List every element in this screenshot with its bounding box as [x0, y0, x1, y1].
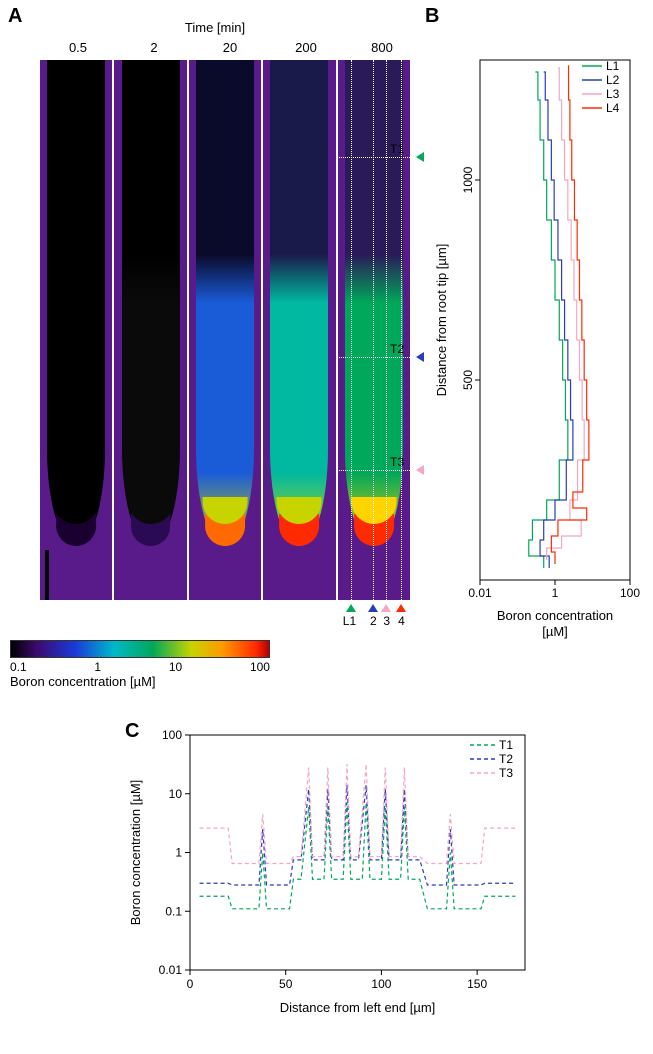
T-guide-line	[336, 357, 416, 358]
root-heatmap-strip	[40, 60, 410, 600]
colorbar-tick: 0.1	[10, 660, 27, 674]
time-axis-label: Time [min]	[10, 20, 420, 35]
svg-text:1: 1	[175, 846, 182, 860]
svg-text:L2: L2	[606, 73, 620, 87]
panel-A: Time [min] 0.5 2 20 200 800 T1T2T3 L1234…	[10, 10, 420, 670]
svg-text:T1: T1	[499, 738, 513, 752]
time-tick: 2	[116, 40, 192, 55]
svg-text:0.1: 0.1	[165, 904, 182, 918]
svg-text:10: 10	[169, 787, 183, 801]
colorbar-tick: 10	[169, 660, 182, 674]
panel-B: 0.01 1 100 500 1000 Boron concentration[µM] Di…	[430, 10, 640, 670]
colorbar: 0.1 1 10 100 Boron concentration [µM]	[10, 640, 270, 689]
time-tick: 0.5	[40, 40, 116, 55]
time-tick: 20	[192, 40, 268, 55]
root-column	[114, 60, 186, 600]
L-guide-line	[351, 60, 352, 600]
svg-text:[µM]: [µM]	[542, 624, 568, 639]
svg-text:T3: T3	[499, 766, 513, 780]
root-column	[40, 60, 112, 600]
svg-text:100: 100	[162, 728, 182, 742]
T-guide-line	[336, 470, 416, 471]
root-column	[263, 60, 335, 600]
chart-C: 0 50 100 150 0.01 0.1 1 10 100 Distance from left…	[120, 720, 540, 1020]
time-tick: 200	[268, 40, 344, 55]
svg-text:50: 50	[279, 977, 293, 991]
L-guide-line	[401, 60, 402, 600]
time-tick: 800	[344, 40, 420, 55]
svg-text:150: 150	[467, 977, 487, 991]
L-marker-label: 3	[383, 614, 390, 628]
L-marker-triangle	[346, 604, 356, 612]
colorbar-tick: 100	[250, 660, 270, 674]
L-guide-line	[373, 60, 374, 600]
T-marker-triangle	[416, 152, 424, 162]
T-marker-triangle	[416, 352, 424, 362]
svg-text:0.01: 0.01	[468, 586, 492, 600]
svg-text:Distance from root tip [µm]: Distance from root tip [µm]	[434, 244, 449, 397]
colorbar-tick: 1	[94, 660, 101, 674]
svg-text:0.01: 0.01	[159, 963, 183, 977]
svg-text:Boron concentration [µM]: Boron concentration [µM]	[128, 780, 143, 926]
svg-text:Boron concentration: Boron concentration	[497, 608, 613, 623]
panel-C: 0 50 100 150 0.01 0.1 1 10 100 Distance from left…	[120, 720, 540, 1020]
svg-text:0: 0	[187, 977, 194, 991]
svg-text:Distance from left end [µm]: Distance from left end [µm]	[280, 1000, 436, 1015]
svg-text:1000: 1000	[461, 166, 475, 193]
scale-bar	[45, 550, 49, 600]
T-marker-triangle	[416, 465, 424, 475]
svg-text:T2: T2	[499, 752, 513, 766]
svg-text:1: 1	[552, 586, 559, 600]
L-marker-triangle	[368, 604, 378, 612]
L-marker-label: 4	[398, 614, 405, 628]
svg-text:L1: L1	[606, 59, 620, 73]
svg-text:L3: L3	[606, 87, 620, 101]
L-marker-triangle	[381, 604, 391, 612]
time-ticks: 0.5 2 20 200 800	[40, 40, 420, 55]
colorbar-label: Boron concentration [µM]	[10, 674, 270, 689]
svg-text:100: 100	[620, 586, 640, 600]
colorbar-gradient	[10, 640, 270, 658]
chart-B: 0.01 1 100 500 1000 Boron concentration[µM] Di…	[430, 50, 640, 650]
root-column	[189, 60, 261, 600]
T-guide-line	[336, 157, 416, 158]
svg-text:500: 500	[461, 370, 475, 390]
svg-text:L4: L4	[606, 101, 620, 115]
L-marker-label: L1	[343, 614, 356, 628]
colorbar-ticks: 0.1 1 10 100	[10, 660, 270, 674]
figure: A B C Time [min] 0.5 2 20 200 800 T1T2T3…	[0, 0, 653, 1054]
L-marker-triangle	[396, 604, 406, 612]
L-marker-label: 2	[370, 614, 377, 628]
L-guide-line	[386, 60, 387, 600]
svg-text:100: 100	[371, 977, 391, 991]
